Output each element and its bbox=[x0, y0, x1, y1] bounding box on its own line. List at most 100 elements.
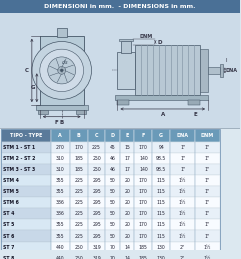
Text: G: G bbox=[159, 133, 163, 138]
Text: 170: 170 bbox=[139, 200, 148, 205]
Bar bbox=[1, 142, 51, 153]
Text: 98.5: 98.5 bbox=[156, 167, 166, 172]
Text: 295: 295 bbox=[92, 189, 101, 194]
Bar bbox=[195, 175, 220, 186]
Circle shape bbox=[32, 41, 92, 99]
Bar bbox=[87, 231, 106, 242]
Bar bbox=[1, 208, 51, 219]
Text: 1": 1" bbox=[205, 234, 210, 239]
Bar bbox=[152, 129, 170, 142]
Bar bbox=[200, 49, 208, 92]
Bar bbox=[87, 186, 106, 197]
Text: DNA: DNA bbox=[226, 68, 238, 73]
Bar bbox=[51, 142, 70, 153]
Bar bbox=[134, 197, 152, 208]
Text: 1½: 1½ bbox=[179, 234, 186, 239]
Bar bbox=[152, 197, 170, 208]
Bar bbox=[51, 129, 70, 142]
Bar bbox=[120, 164, 134, 175]
Bar bbox=[195, 253, 220, 259]
Bar bbox=[70, 219, 87, 231]
Text: 225: 225 bbox=[74, 211, 83, 216]
Bar bbox=[1, 242, 51, 253]
Circle shape bbox=[58, 67, 66, 74]
Bar bbox=[120, 186, 134, 197]
Text: cls: cls bbox=[61, 60, 68, 65]
Bar bbox=[220, 64, 223, 77]
Bar bbox=[87, 253, 106, 259]
Text: 115: 115 bbox=[157, 234, 166, 239]
Bar bbox=[195, 197, 220, 208]
Text: 50: 50 bbox=[110, 222, 116, 227]
Text: 17: 17 bbox=[124, 167, 130, 172]
Bar bbox=[170, 142, 195, 153]
Bar bbox=[120, 242, 134, 253]
Text: C: C bbox=[25, 68, 29, 73]
Bar bbox=[51, 208, 70, 219]
Bar bbox=[195, 129, 220, 142]
Text: 355: 355 bbox=[56, 178, 65, 183]
Text: F: F bbox=[142, 133, 145, 138]
Bar bbox=[106, 129, 120, 142]
Bar bbox=[170, 219, 195, 231]
Bar bbox=[134, 153, 152, 164]
Bar bbox=[152, 242, 170, 253]
Text: ST 8: ST 8 bbox=[3, 256, 14, 259]
Text: 225: 225 bbox=[74, 178, 83, 183]
Text: I: I bbox=[225, 58, 227, 63]
Text: 1": 1" bbox=[205, 145, 210, 150]
Bar bbox=[170, 242, 195, 253]
Bar bbox=[195, 219, 220, 231]
Text: 1": 1" bbox=[180, 156, 185, 161]
Bar bbox=[57, 28, 67, 37]
Bar bbox=[87, 129, 106, 142]
Bar bbox=[106, 219, 120, 231]
Bar bbox=[1, 129, 220, 259]
Text: 1": 1" bbox=[205, 211, 210, 216]
Bar bbox=[70, 175, 87, 186]
Text: 2": 2" bbox=[180, 244, 185, 250]
Text: A: A bbox=[58, 133, 62, 138]
Text: 185: 185 bbox=[74, 167, 83, 172]
Text: ST 5: ST 5 bbox=[3, 222, 14, 227]
Text: DNM: DNM bbox=[201, 133, 214, 138]
Bar bbox=[134, 219, 152, 231]
Bar bbox=[170, 231, 195, 242]
Text: 319: 319 bbox=[92, 256, 101, 259]
Bar bbox=[152, 231, 170, 242]
Text: STM 4: STM 4 bbox=[3, 178, 19, 183]
Bar bbox=[1, 231, 51, 242]
Text: 20: 20 bbox=[124, 189, 130, 194]
Bar bbox=[70, 197, 87, 208]
Text: 386: 386 bbox=[56, 211, 65, 216]
Bar bbox=[106, 253, 120, 259]
Text: 1½: 1½ bbox=[179, 211, 186, 216]
Text: TIPO - TYPE: TIPO - TYPE bbox=[10, 133, 42, 138]
Bar bbox=[134, 208, 152, 219]
Text: ST 7: ST 7 bbox=[3, 244, 14, 250]
Text: 295: 295 bbox=[92, 211, 101, 216]
Text: 130: 130 bbox=[157, 244, 166, 250]
Text: 1": 1" bbox=[180, 145, 185, 150]
Text: 250: 250 bbox=[92, 156, 101, 161]
Text: STM 5: STM 5 bbox=[3, 189, 19, 194]
Bar bbox=[120, 219, 134, 231]
Text: 225: 225 bbox=[74, 200, 83, 205]
Bar bbox=[87, 242, 106, 253]
Bar bbox=[120, 208, 134, 219]
Bar bbox=[51, 231, 70, 242]
Text: DNM: DNM bbox=[139, 34, 153, 39]
Bar bbox=[135, 45, 200, 96]
Text: 295: 295 bbox=[92, 234, 101, 239]
Bar bbox=[70, 164, 87, 175]
Bar bbox=[70, 231, 87, 242]
Text: 225: 225 bbox=[74, 234, 83, 239]
Text: 225: 225 bbox=[74, 222, 83, 227]
Bar bbox=[70, 242, 87, 253]
Text: 14: 14 bbox=[124, 244, 130, 250]
Text: 98.5: 98.5 bbox=[156, 156, 166, 161]
Text: 225: 225 bbox=[92, 145, 101, 150]
Text: 310: 310 bbox=[56, 167, 65, 172]
Bar bbox=[1, 175, 51, 186]
Bar bbox=[120, 175, 134, 186]
